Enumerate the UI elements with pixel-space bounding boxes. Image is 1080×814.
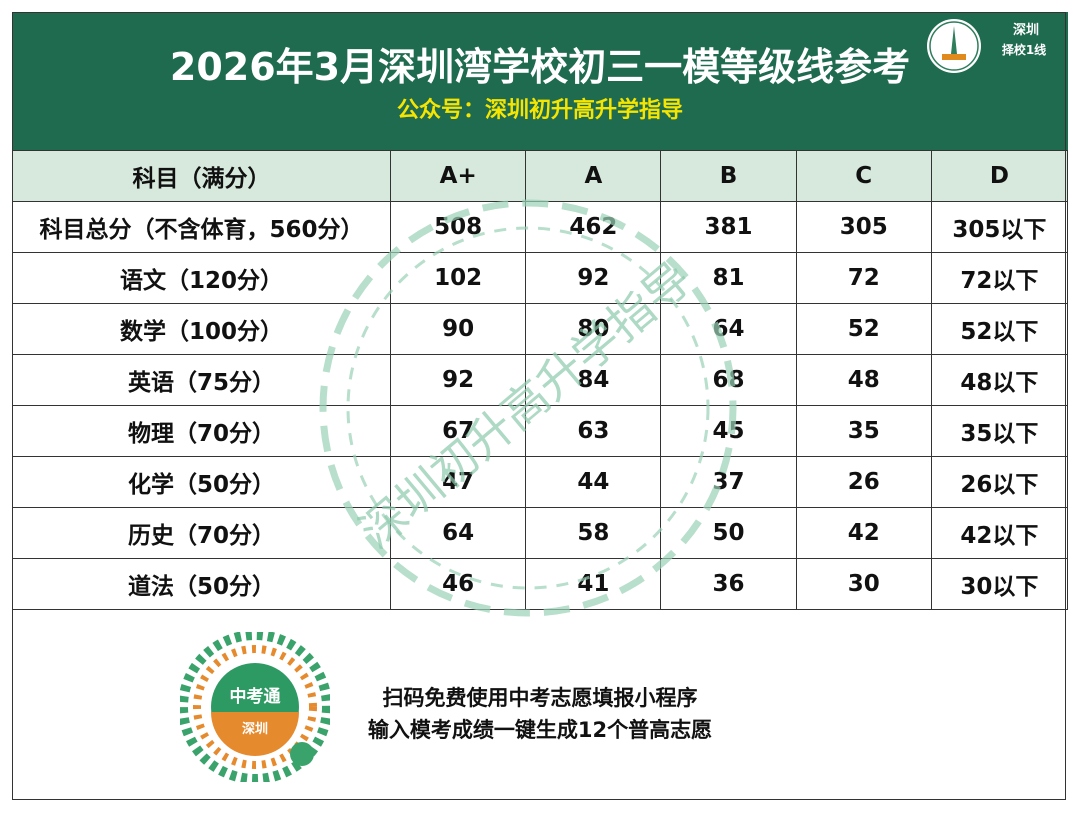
qr-code: 中考通 深圳 — [180, 632, 330, 782]
qr-text: 中考通 — [230, 686, 281, 707]
logo-text: 深圳 — [1013, 22, 1039, 38]
footer-line: 输入模考成绩一键生成12个普高志愿 — [367, 718, 713, 742]
table-cell: 72以下 — [930, 252, 1069, 304]
table-cell: 30 — [795, 558, 932, 610]
table-cell: 52以下 — [930, 303, 1069, 355]
table-cell: 30以下 — [930, 558, 1069, 610]
table-cell: 42以下 — [930, 507, 1069, 559]
table-cell: 48 — [795, 354, 932, 406]
logo-text: 择校1线 — [1002, 42, 1046, 57]
frame — [12, 12, 1066, 800]
table-cell: 42 — [795, 507, 932, 559]
header-bar — [12, 12, 1068, 150]
table-cell: D — [930, 150, 1069, 202]
subtitle: 公众号：深圳初升高升学指导 — [396, 98, 683, 123]
table-cell: C — [795, 150, 932, 202]
logo-right: 深圳 择校1线 — [996, 20, 1052, 64]
table-cell: B — [660, 150, 797, 202]
table-cell: 26以下 — [930, 456, 1069, 508]
footer-line: 扫码免费使用中考志愿填报小程序 — [382, 686, 698, 710]
table-cell: 305 — [795, 201, 932, 253]
table-cell: 科目（满分） — [11, 150, 392, 202]
table-cell: A — [525, 150, 662, 202]
table-cell: 52 — [795, 303, 932, 355]
table-row: 科目（满分） A+ A B C D — [11, 150, 1069, 202]
table-cell: A+ — [390, 150, 527, 202]
qr-text: 深圳 — [242, 721, 268, 737]
table-cell: 35 — [795, 405, 932, 457]
logo-tower — [927, 19, 981, 73]
table-cell: 72 — [795, 252, 932, 304]
table-cell: 305以下 — [930, 201, 1069, 253]
title: 2026年3月深圳湾学校初三一模等级线参考 — [169, 45, 911, 89]
table-cell: 26 — [795, 456, 932, 508]
